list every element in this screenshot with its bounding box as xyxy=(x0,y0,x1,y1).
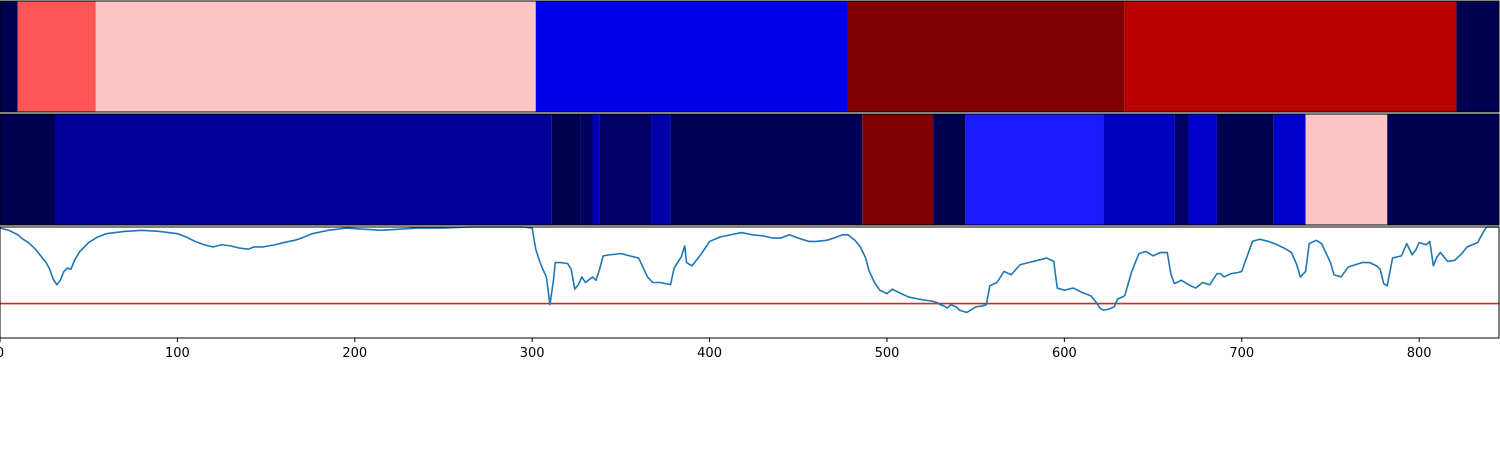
x-tick-label-0: 0 xyxy=(0,346,4,361)
segment-2-3 xyxy=(580,114,593,225)
signal-panel-background xyxy=(0,227,1499,338)
segment-2-11 xyxy=(1103,114,1175,225)
segment-1-2 xyxy=(95,1,536,112)
segment-1-4 xyxy=(847,1,1125,112)
signal-frame xyxy=(0,226,1500,339)
segment-2-0 xyxy=(0,114,55,225)
segment-2-13 xyxy=(1188,114,1217,225)
segmentation-track-2 xyxy=(0,113,1500,226)
segment-2-4 xyxy=(592,114,600,225)
segment-2-8 xyxy=(862,114,934,225)
signal-line xyxy=(0,226,1499,314)
segment-2-5 xyxy=(599,114,652,225)
x-tick-label-1: 100 xyxy=(165,346,190,361)
segment-1-3 xyxy=(535,1,848,112)
x-tick-label-8: 800 xyxy=(1407,346,1432,361)
segment-1-1 xyxy=(17,1,96,112)
segment-2-1 xyxy=(54,114,552,225)
segment-1-6 xyxy=(1456,1,1499,112)
segment-2-6 xyxy=(651,114,671,225)
track-frame-2 xyxy=(0,113,1500,226)
segment-2-17 xyxy=(1387,114,1499,225)
x-tick-label-7: 700 xyxy=(1229,346,1254,361)
x-tick-label-6: 600 xyxy=(1052,346,1077,361)
segmentation-track-1 xyxy=(0,0,1500,113)
segment-2-2 xyxy=(551,114,581,225)
segment-2-9 xyxy=(933,114,966,225)
segment-2-15 xyxy=(1273,114,1306,225)
x-tick-label-3: 300 xyxy=(520,346,545,361)
segment-1-5 xyxy=(1124,1,1457,112)
segment-2-7 xyxy=(670,114,863,225)
segment-2-16 xyxy=(1305,114,1388,225)
x-tick-label-5: 500 xyxy=(875,346,900,361)
segment-2-10 xyxy=(965,114,1104,225)
segment-2-12 xyxy=(1174,114,1189,225)
segment-2-14 xyxy=(1216,114,1274,225)
signal-panel xyxy=(0,226,1500,339)
x-axis: 0 100 200 300 400 500 600 700 800 xyxy=(0,338,1432,361)
segment-1-0 xyxy=(0,1,18,112)
track-frame-1 xyxy=(0,0,1500,113)
x-tick-label-4: 400 xyxy=(697,346,722,361)
x-tick-label-2: 200 xyxy=(342,346,367,361)
